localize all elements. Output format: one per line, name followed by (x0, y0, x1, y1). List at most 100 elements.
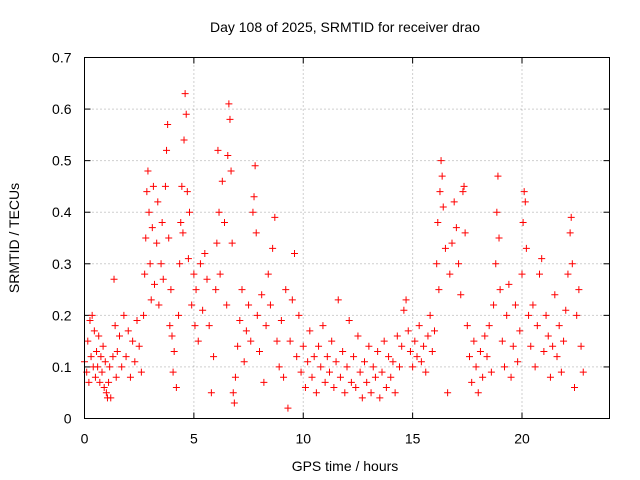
y-tick-label: 0.5 (52, 153, 72, 169)
data-point (492, 260, 500, 268)
data-point (258, 291, 266, 299)
data-point (282, 286, 290, 294)
data-point (389, 358, 397, 366)
data-point (463, 322, 471, 330)
data-point (155, 301, 163, 309)
data-point (521, 198, 529, 206)
data-point (251, 162, 259, 170)
data-point (304, 358, 312, 366)
data-point (560, 337, 568, 345)
data-point (450, 198, 458, 206)
data-point (148, 224, 156, 232)
data-point (172, 384, 180, 392)
data-point (380, 337, 388, 345)
data-point (190, 270, 198, 278)
data-point (385, 353, 393, 361)
data-point (546, 373, 554, 381)
x-tick-label: 20 (514, 431, 530, 447)
data-point (88, 311, 96, 319)
data-point (266, 301, 274, 309)
data-point (536, 270, 543, 278)
data-point (326, 368, 333, 376)
data-point (131, 358, 139, 366)
data-point (249, 208, 257, 216)
data-point (256, 347, 263, 355)
data-point (86, 317, 94, 325)
data-point (438, 172, 446, 180)
data-point (479, 373, 487, 381)
data-point (501, 363, 508, 371)
data-point (295, 311, 303, 319)
data-point (112, 373, 120, 381)
data-point (126, 373, 134, 381)
data-point (567, 213, 575, 221)
data-point (354, 332, 362, 340)
data-point (505, 280, 513, 288)
data-point (310, 353, 318, 361)
data-point (201, 249, 209, 257)
data-point (343, 363, 351, 371)
data-point (224, 151, 232, 159)
data-point (269, 244, 277, 252)
data-point (557, 368, 565, 376)
data-point (371, 373, 379, 381)
data-point (111, 322, 119, 330)
data-point (180, 136, 188, 144)
data-point (317, 363, 325, 371)
data-point (214, 146, 222, 154)
y-tick-labels: 0 0.1 0.2 0.3 0.4 0.5 0.6 0.7 (52, 50, 72, 427)
data-point (184, 255, 192, 263)
data-point (533, 322, 541, 330)
data-point (573, 311, 581, 319)
data-point (476, 347, 484, 355)
data-point (352, 384, 360, 392)
data-point (409, 363, 417, 371)
data-point (228, 239, 236, 247)
data-point (457, 291, 465, 299)
data-point (498, 337, 506, 345)
data-point (129, 337, 137, 345)
data-point (165, 234, 173, 242)
y-tick-label: 0 (64, 411, 72, 427)
data-point (435, 286, 443, 294)
data-point (396, 363, 403, 371)
data-point (284, 404, 292, 412)
data-point (98, 368, 106, 376)
data-point (181, 90, 189, 98)
data-point (101, 358, 109, 366)
data-point (347, 378, 355, 386)
data-point (205, 322, 213, 330)
data-point (238, 286, 246, 294)
data-point (175, 311, 183, 319)
data-point (444, 389, 452, 397)
data-point (291, 249, 298, 257)
data-point (199, 306, 207, 314)
data-point (321, 378, 329, 386)
data-point (218, 177, 226, 185)
data-point (297, 368, 305, 376)
data-point (118, 363, 126, 371)
data-point (562, 306, 570, 314)
data-point (147, 296, 155, 304)
data-point (404, 327, 412, 335)
data-point (178, 182, 186, 190)
x-tick-label: 15 (405, 431, 421, 447)
data-point (577, 342, 585, 350)
data-point (509, 342, 517, 350)
data-point (339, 347, 347, 355)
data-point (363, 378, 371, 386)
data-point (97, 353, 105, 361)
data-point (161, 182, 169, 190)
data-point (446, 270, 454, 278)
y-tick-label: 0.6 (52, 101, 72, 117)
data-point (542, 311, 550, 319)
data-point (157, 260, 165, 268)
data-point (264, 270, 272, 278)
data-point (90, 327, 98, 335)
data-point (538, 255, 546, 263)
data-point (163, 146, 171, 154)
data-point (393, 332, 401, 340)
data-point (186, 208, 193, 216)
data-point (120, 311, 128, 319)
data-point (452, 224, 460, 232)
